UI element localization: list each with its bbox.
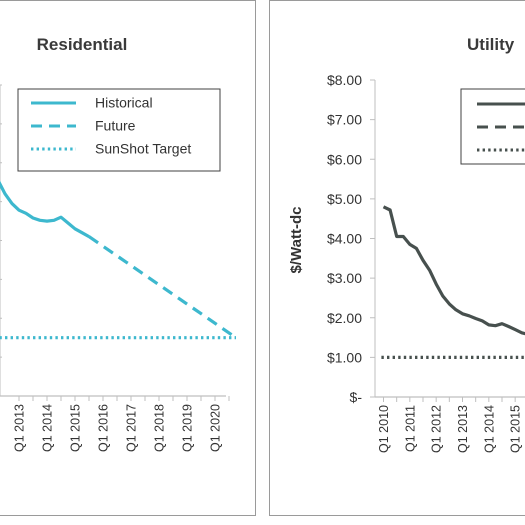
legend-sunshot-label: SunShot Target: [95, 141, 191, 157]
utility-chart: Utility $/Watt-dc $- $1.00 $2.00 $3.00 $4.00…: [288, 35, 525, 453]
utility-x-tick-label: Q1 2013: [456, 405, 470, 453]
utility-y-tick-label: $8.00: [327, 72, 362, 88]
residential-series-solid-line: [0, 180, 90, 238]
utility-x-tick-labels: Q1 2010 Q1 2011 Q1 2012 Q1 2013 Q1 2014 Q1 20…: [377, 405, 523, 453]
residential-legend: Historical Future SunShot Target: [17, 88, 221, 172]
utility-x-tick-label: Q1 2015: [509, 405, 523, 453]
legend-historical-label: Historical: [95, 95, 153, 111]
residential-x-tick-label: Q1 2013: [13, 404, 27, 452]
utility-y-tick-label: $2.00: [327, 310, 362, 326]
residential-series-dashed-line: [88, 235, 237, 340]
residential-x-tick-label: Q1 2020: [209, 404, 223, 452]
utility-series-solid-line: [382, 205, 525, 336]
residential-x-tick-label: Q1 2016: [97, 404, 111, 452]
residential-x-tick-label: Q1 2014: [41, 404, 55, 452]
utility-x-tick-label: Q1 2014: [482, 405, 496, 453]
residential-y-ticks: [0, 84, 2, 397]
residential-series: [0, 180, 237, 340]
legend-future-label: Future: [95, 118, 136, 134]
utility-y-tick-label: $-: [350, 389, 363, 405]
residential-x-tick-labels: Q1 2013 Q1 2014 Q1 2015 Q1 2016 Q1 2017 Q1 20…: [13, 404, 223, 452]
utility-y-axis-label: $/Watt-dc: [288, 207, 305, 274]
utility-y-tick-label: $6.00: [327, 151, 362, 167]
residential-x-ticks: [18, 396, 230, 401]
utility-series: [381, 205, 525, 359]
residential-x-tick-label: Q1 2018: [153, 404, 167, 452]
utility-y-tick-label: $3.00: [327, 270, 362, 286]
utility-panel-frame: [269, 0, 525, 516]
utility-legend: [460, 88, 525, 165]
residential-x-tick-label: Q1 2017: [125, 404, 139, 452]
residential-panel-frame: [0, 0, 256, 516]
residential-x-tick-label: Q1 2019: [181, 404, 195, 452]
utility-y-tick-label: $1.00: [327, 349, 362, 365]
utility-title: Utility: [467, 35, 515, 54]
utility-y-tick-label: $7.00: [327, 112, 362, 128]
utility-x-ticks: [383, 397, 516, 402]
utility-y-tick-label: $4.00: [327, 231, 362, 247]
residential-chart: Residential Q1 2013 Q1 2014 Q1 2015 Q1 2016…: [0, 35, 237, 452]
utility-x-tick-label: Q1 2011: [403, 405, 417, 452]
utility-y-ticks: [370, 79, 375, 398]
residential-title: Residential: [37, 35, 128, 54]
utility-x-tick-label: Q1 2012: [430, 405, 444, 453]
utility-y-tick-labels: $- $1.00 $2.00 $3.00 $4.00 $5.00 $6.00 $7.00 $8.…: [327, 72, 362, 405]
utility-x-tick-label: Q1 2010: [377, 405, 391, 453]
utility-y-tick-label: $5.00: [327, 191, 362, 207]
residential-x-tick-label: Q1 2015: [69, 404, 83, 452]
